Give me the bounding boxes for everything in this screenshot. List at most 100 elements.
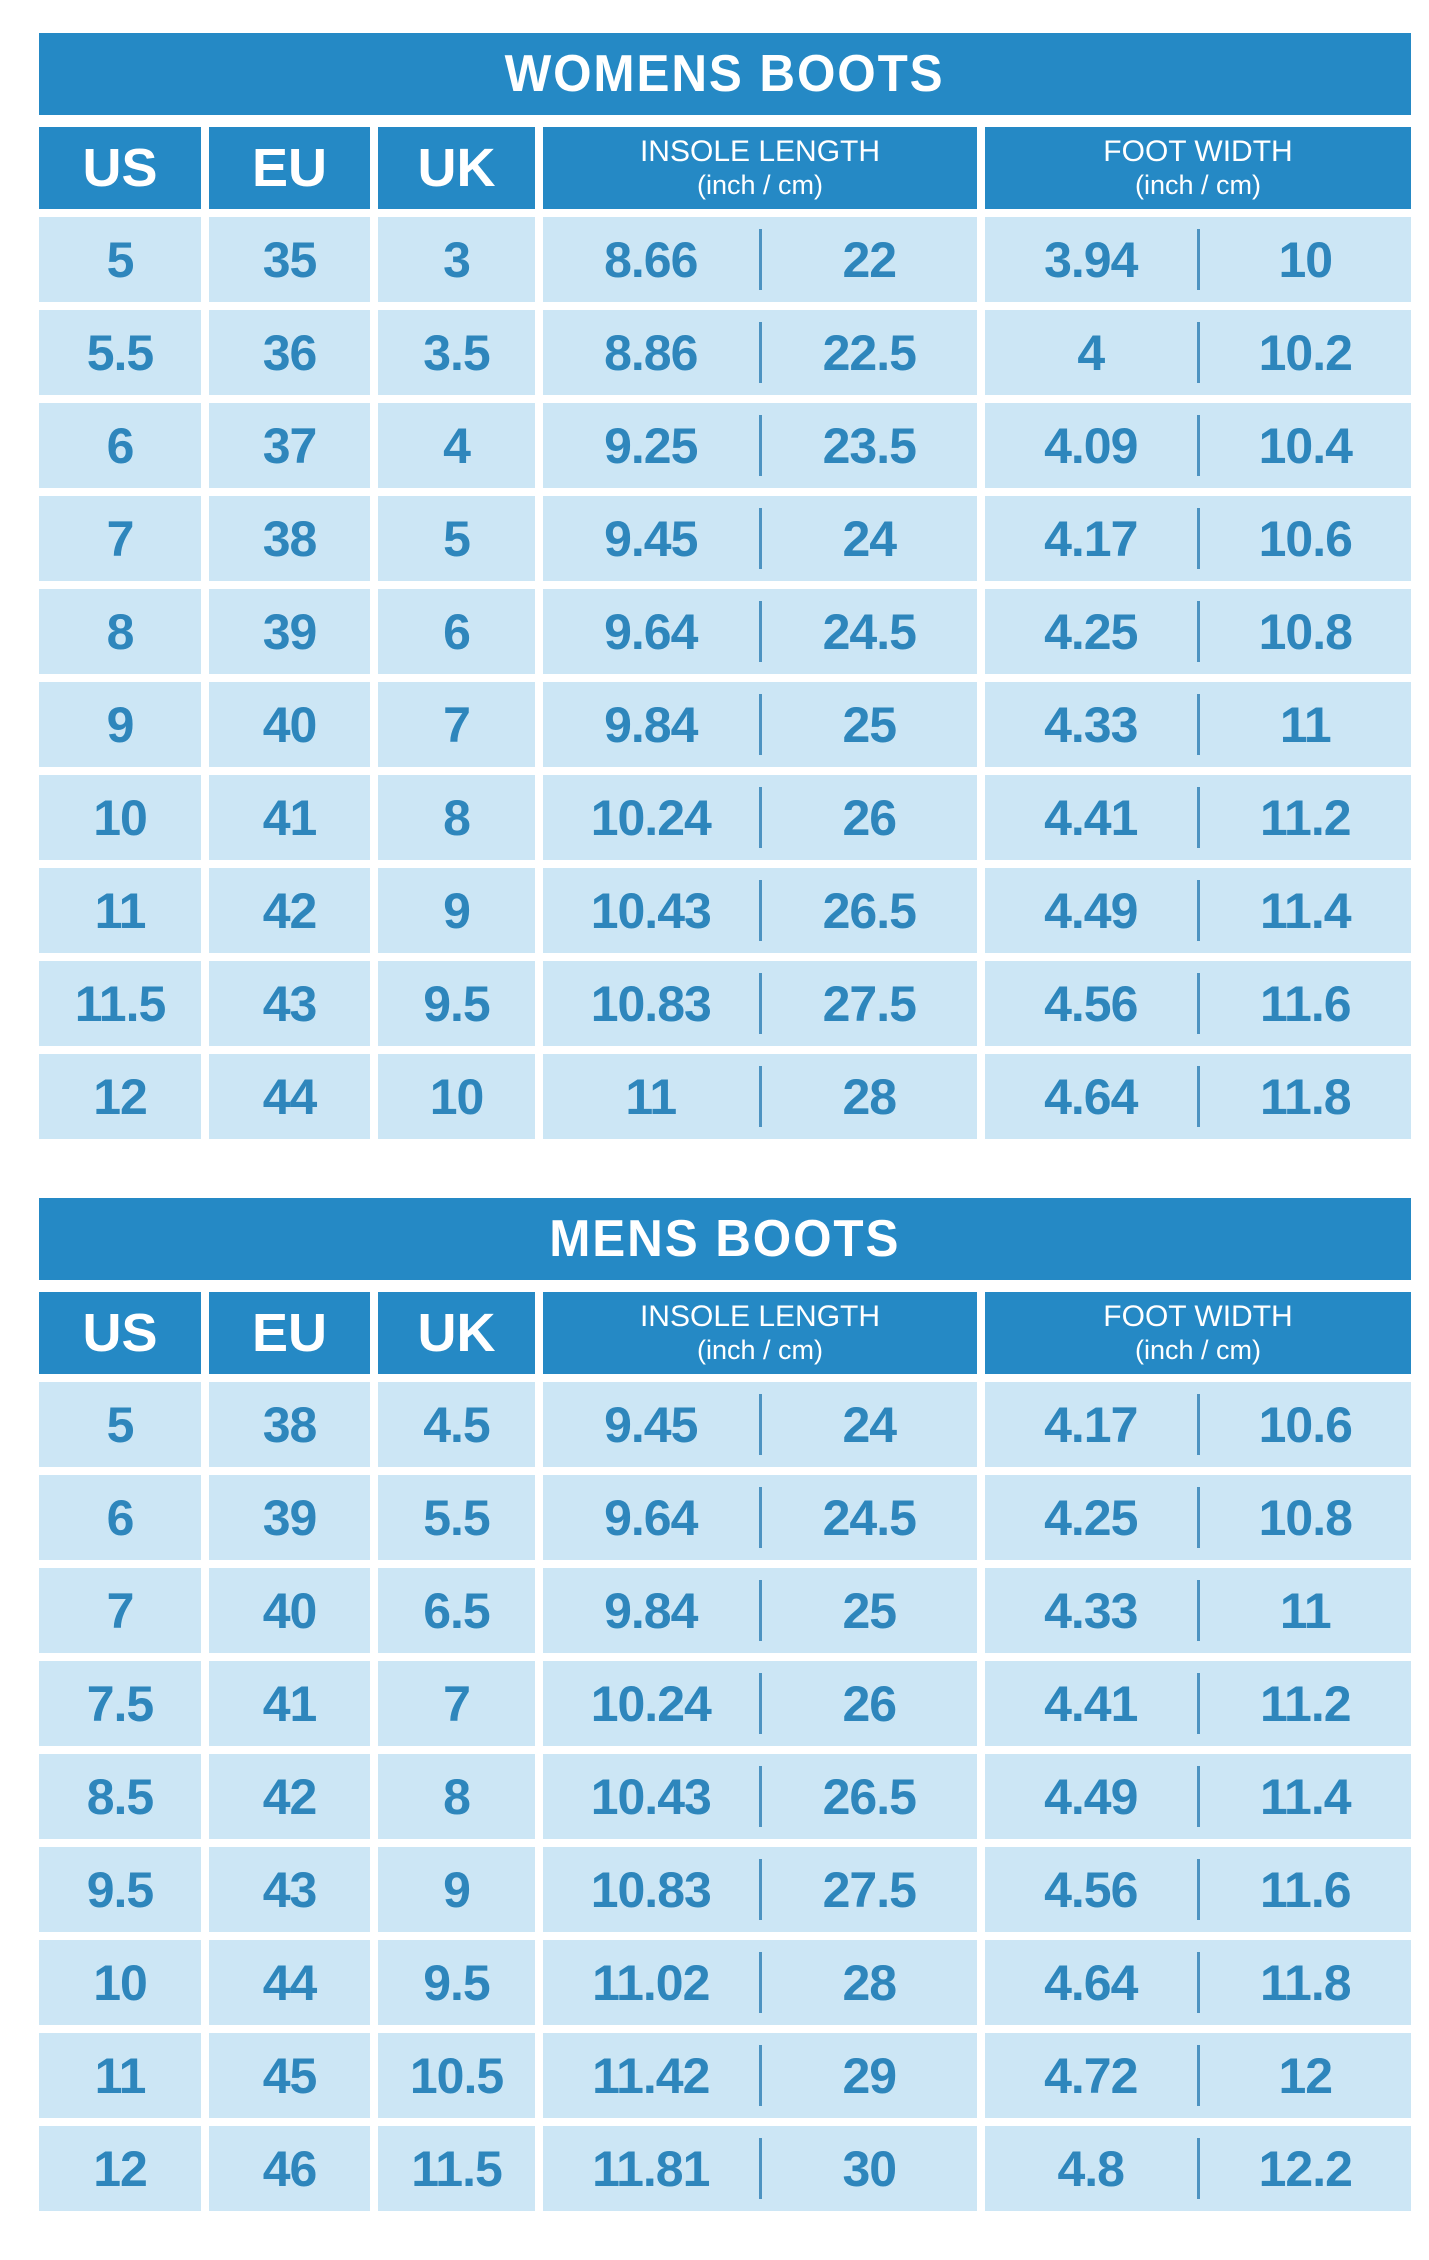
uk-size-cell: 5.5 — [378, 1475, 535, 1560]
foot-width-cell: 4.25 10.8 — [985, 589, 1411, 674]
insole-length-cell-inch: 10.24 — [590, 1675, 712, 1732]
foot-width-cell-cm: 11.8 — [1259, 1068, 1352, 1125]
foot-width-cell: 4.64 11.8 — [985, 1940, 1411, 2025]
insole-length-cell: 9.45 24 — [543, 1382, 977, 1467]
insole-header-units: (inch / cm) — [696, 1334, 823, 1365]
insole-length-cell: 10.43 26.5 — [543, 1754, 977, 1839]
insole-length-cell-inch: 10.83 — [590, 1861, 712, 1918]
cell-divider-line — [1196, 1951, 1200, 2014]
foot-width-cell-cm: 10.6 — [1258, 510, 1353, 567]
eu-size-cell: 39 — [209, 1475, 370, 1560]
col-header-us: US — [39, 1292, 201, 1374]
cell-divider-line — [1196, 1579, 1200, 1642]
cell-divider-line — [1196, 321, 1200, 384]
eu-size-cell: 38 — [209, 1382, 370, 1467]
insole-header-units: (inch / cm) — [696, 169, 823, 200]
foot-width-cell-inch: 4.25 — [1044, 603, 1138, 660]
us-size-cell: 8 — [39, 589, 201, 674]
foot-width-cell-inch: 4.25 — [1044, 1489, 1138, 1546]
insole-length-cell: 8.86 22.5 — [543, 310, 977, 395]
us-size-cell: 11 — [39, 868, 201, 953]
insole-length-cell-cm: 30 — [842, 2140, 897, 2197]
col-header-insole-length: INSOLE LENGTH (inch / cm) — [543, 127, 977, 209]
eu-size-cell: 43 — [209, 961, 370, 1046]
table-title: MENS BOOTS — [549, 1210, 901, 1268]
womens-table-title-banner: WOMENS BOOTS — [39, 33, 1411, 115]
eu-size-cell: 41 — [209, 1661, 370, 1746]
eu-size-cell: 44 — [209, 1054, 370, 1139]
foot-width-cell-inch: 4 — [1077, 324, 1105, 381]
cell-divider-line — [758, 1393, 762, 1456]
insole-header-label: INSOLE LENGTH — [639, 135, 881, 169]
insole-length-cell-cm: 24 — [842, 1396, 897, 1453]
eu-size-cell: 44 — [209, 1940, 370, 2025]
uk-size-cell: 4 — [378, 403, 535, 488]
table-title: WOMENS BOOTS — [505, 45, 945, 103]
foot-width-cell-inch: 4.56 — [1044, 975, 1138, 1032]
mens-boots-table: MENS BOOTS US EU UK INSOLE LENGTH (inch … — [39, 1198, 1411, 2211]
foot-width-cell-cm: 11.2 — [1259, 1675, 1352, 1732]
eu-size-cell: 42 — [209, 1754, 370, 1839]
insole-header-label: INSOLE LENGTH — [639, 1300, 881, 1334]
insole-length-cell-cm: 25 — [842, 1582, 897, 1639]
eu-size-cell: 40 — [209, 682, 370, 767]
foot-width-cell: 4.25 10.8 — [985, 1475, 1411, 1560]
insole-length-cell-inch: 10.83 — [590, 975, 712, 1032]
col-header-foot-width: FOOT WIDTH (inch / cm) — [985, 1292, 1411, 1374]
us-size-cell: 6 — [39, 403, 201, 488]
foot-width-cell-cm: 12.2 — [1258, 2140, 1353, 2197]
foot-width-cell-inch: 4.72 — [1044, 2047, 1138, 2104]
cell-divider-line — [1196, 1393, 1200, 1456]
cell-divider-line — [758, 693, 762, 756]
insole-length-cell-cm: 27.5 — [822, 1861, 917, 1918]
insole-length-cell-cm: 28 — [842, 1954, 897, 2011]
cell-divider-line — [1196, 879, 1200, 942]
foot-width-cell: 3.94 10 — [985, 217, 1411, 302]
col-header-insole-length: INSOLE LENGTH (inch / cm) — [543, 1292, 977, 1374]
insole-length-cell: 10.83 27.5 — [543, 1847, 977, 1932]
uk-size-cell: 7 — [378, 1661, 535, 1746]
cell-divider-line — [758, 600, 762, 663]
insole-length-cell-cm: 22.5 — [822, 324, 917, 381]
us-size-cell: 9.5 — [39, 1847, 201, 1932]
foot-width-cell-inch: 4.17 — [1044, 1396, 1138, 1453]
insole-length-cell-cm: 24.5 — [822, 1489, 917, 1546]
cell-divider-line — [758, 972, 762, 1035]
insole-length-cell: 9.84 25 — [543, 1568, 977, 1653]
foot-width-header-label: FOOT WIDTH — [1103, 1300, 1293, 1334]
foot-width-cell-cm: 11 — [1279, 696, 1332, 753]
eu-size-cell: 35 — [209, 217, 370, 302]
foot-width-cell-inch: 4.56 — [1044, 1861, 1138, 1918]
us-size-cell: 7 — [39, 1568, 201, 1653]
foot-width-cell: 4 10.2 — [985, 310, 1411, 395]
us-size-cell: 5 — [39, 1382, 201, 1467]
uk-size-cell: 6.5 — [378, 1568, 535, 1653]
foot-width-cell: 4.64 11.8 — [985, 1054, 1411, 1139]
uk-size-cell: 9.5 — [378, 1940, 535, 2025]
insole-length-cell-inch: 11 — [625, 1068, 677, 1125]
foot-width-cell-inch: 4.33 — [1044, 696, 1138, 753]
womens-boots-table: WOMENS BOOTS US EU UK INSOLE LENGTH (inc… — [39, 33, 1411, 1139]
mens-table-title-banner: MENS BOOTS — [39, 1198, 1411, 1280]
insole-length-cell-inch: 8.66 — [604, 231, 698, 288]
uk-size-cell: 7 — [378, 682, 535, 767]
insole-length-cell-inch: 11.42 — [592, 2047, 710, 2104]
insole-length-cell: 11.81 30 — [543, 2126, 977, 2211]
insole-length-cell: 10.24 26 — [543, 775, 977, 860]
cell-divider-line — [1196, 972, 1200, 1035]
foot-width-cell-inch: 4.33 — [1044, 1582, 1138, 1639]
eu-size-cell: 45 — [209, 2033, 370, 2118]
foot-width-cell-inch: 4.64 — [1044, 1068, 1138, 1125]
insole-length-cell-inch: 8.86 — [604, 324, 698, 381]
insole-length-cell-inch: 9.25 — [604, 417, 698, 474]
insole-length-cell: 9.64 24.5 — [543, 1475, 977, 1560]
insole-length-cell-inch: 10.43 — [590, 882, 712, 939]
insole-length-cell-inch: 9.84 — [604, 696, 698, 753]
foot-width-cell-cm: 11.8 — [1259, 1954, 1352, 2011]
insole-length-cell-cm: 26.5 — [822, 1768, 917, 1825]
foot-width-cell-cm: 11.2 — [1259, 789, 1352, 846]
eu-size-cell: 37 — [209, 403, 370, 488]
cell-divider-line — [758, 1672, 762, 1735]
us-size-cell: 12 — [39, 2126, 201, 2211]
insole-length-cell-inch: 9.45 — [604, 1396, 698, 1453]
